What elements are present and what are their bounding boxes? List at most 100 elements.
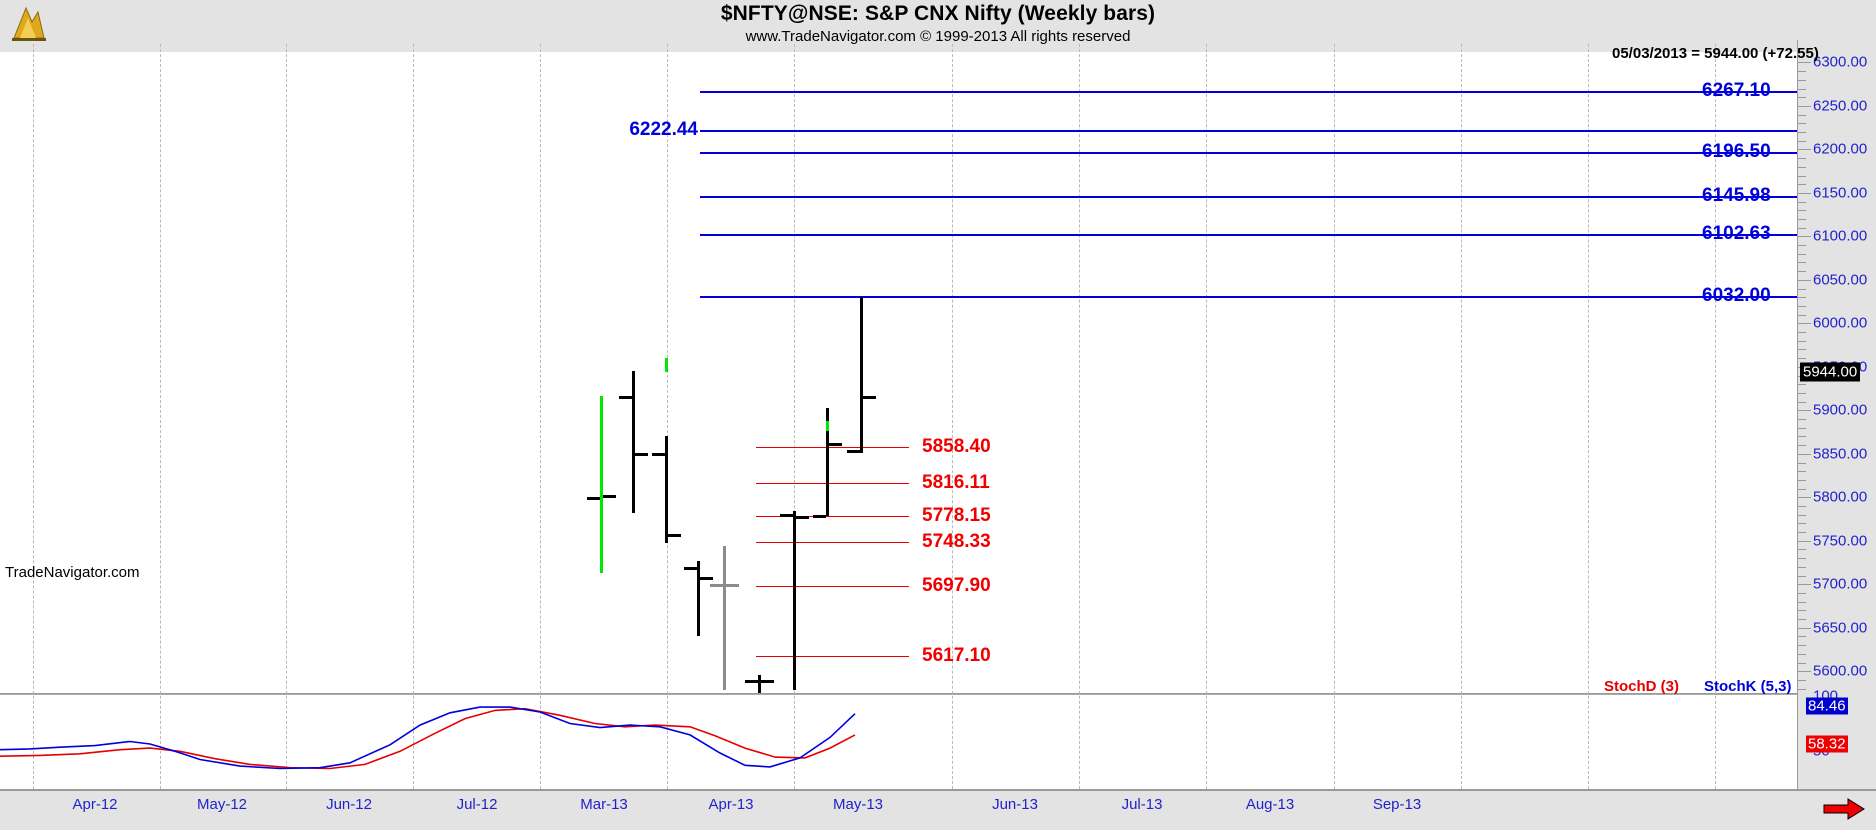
price-axis-label: 6000.00 [1813,314,1868,332]
price-axis-minor-tick [1797,427,1806,429]
support-label: 5617.10 [922,645,991,667]
bar-open-tick [710,584,723,588]
price-axis-minor-tick [1797,462,1806,464]
resistance-line[interactable] [700,129,1797,132]
bar-open-tick [587,497,600,501]
price-axis-tick [1797,236,1811,238]
price-axis-label: 5700.00 [1813,575,1868,593]
support-line[interactable] [756,656,909,658]
price-axis-minor-tick [1797,592,1806,594]
resistance-line[interactable] [700,152,1797,155]
quote-readout: 05/03/2013 = 5944.00 (+72.55) [1612,45,1819,62]
bar-close-tick [603,494,616,498]
date-axis-label: Jun-12 [326,796,372,813]
price-axis-label: 5750.00 [1813,532,1868,550]
price-axis-minor-tick [1797,210,1806,212]
price-axis-minor-tick [1797,688,1806,690]
gridline-vertical [413,44,414,789]
stoch-d-value-tag: 58.32 [1806,735,1848,753]
gridline-vertical [286,44,287,789]
date-axis-label: Sep-13 [1372,796,1422,813]
price-axis-label: 6150.00 [1813,184,1868,202]
gridline-vertical [1334,44,1335,789]
resistance-line[interactable] [700,295,1797,298]
price-axis-minor-tick [1797,132,1806,134]
price-axis-label: 6200.00 [1813,140,1868,158]
support-line[interactable] [756,446,909,448]
date-axis-label: May-12 [196,796,248,813]
price-axis-label: 5900.00 [1813,401,1868,419]
bar-high-low [860,297,863,453]
date-axis-label: Apr-12 [72,796,118,813]
gridline-vertical [1079,44,1080,789]
indicator-pane [0,694,1797,789]
price-axis-minor-tick [1797,218,1806,220]
date-axis-label: Jul-13 [1121,796,1163,813]
header-band [0,0,1876,52]
price-axis-pane[interactable] [1797,40,1876,789]
price-axis-tick [1797,323,1811,325]
price-axis-tick [1797,410,1811,412]
price-axis-minor-tick [1797,340,1806,342]
stochastic-plot [0,706,856,770]
bar-close-tick [829,443,842,447]
price-axis-minor-tick [1797,506,1806,507]
resistance-label: 6267.10 [1702,80,1771,102]
bar-high-low [665,435,668,544]
gridline-vertical [1588,44,1589,789]
bar-close-tick [863,396,876,400]
gridline-vertical [33,44,34,789]
resistance-label: 6102.63 [1702,223,1771,245]
price-axis-tick [1797,627,1811,629]
price-axis-label: 6300.00 [1813,53,1868,71]
scroll-forward-arrow-icon[interactable] [1822,797,1866,821]
resistance-line[interactable] [700,234,1797,237]
price-axis-minor-tick [1797,201,1806,203]
price-axis-tick [1797,671,1811,673]
price-axis-minor-tick [1797,549,1806,551]
price-pane [0,52,1797,694]
price-axis-tick [1797,453,1811,455]
bar-high-low [793,511,796,691]
price-axis-minor-tick [1797,253,1806,255]
support-line[interactable] [756,542,909,544]
stoch-d-legend: StochD (3) [1604,678,1679,695]
price-axis-minor-tick [1797,636,1806,638]
price-axis-tick [1797,149,1811,151]
resistance-line[interactable] [700,196,1797,199]
price-axis-minor-tick [1797,401,1806,403]
bar-up-segment [665,358,668,372]
page-title: $NFTY@NSE: S&P CNX Nifty (Weekly bars) [720,2,1156,25]
price-axis-minor-tick [1797,558,1806,560]
bar-close-tick [796,516,809,520]
support-line[interactable] [756,483,909,485]
bar-close-tick [761,679,774,683]
price-axis-label: 5800.00 [1813,488,1868,506]
price-axis-minor-tick [1797,140,1806,142]
gridline-vertical [1461,44,1462,789]
support-line[interactable] [756,586,909,588]
price-axis-tick [1797,62,1811,64]
price-axis-minor-tick [1797,419,1806,421]
support-label: 5697.90 [922,575,991,597]
price-axis-label: 6250.00 [1813,97,1868,115]
date-axis-label: Apr-13 [708,796,754,813]
price-axis-minor-tick [1797,436,1806,438]
resistance-label: 6196.50 [1702,141,1771,163]
tradenavigator-logo [6,2,50,46]
price-axis-tick [1797,540,1811,542]
support-label: 5858.40 [922,435,991,457]
price-axis-minor-tick [1797,445,1806,447]
date-axis-pane[interactable] [0,789,1876,830]
date-axis-label: May-13 [832,796,884,813]
price-axis-minor-tick [1797,358,1806,360]
gridline-vertical [160,44,161,789]
bar-high-low [697,560,700,637]
price-axis-label: 6050.00 [1813,271,1868,289]
resistance-line[interactable] [700,91,1797,94]
stoch-k-legend: StochK (5,3) [1704,678,1792,695]
support-line[interactable] [756,516,909,518]
price-axis-label: 5650.00 [1813,619,1868,637]
page-subtitle: www.TradeNavigator.com © 1999-2013 All r… [745,28,1131,45]
